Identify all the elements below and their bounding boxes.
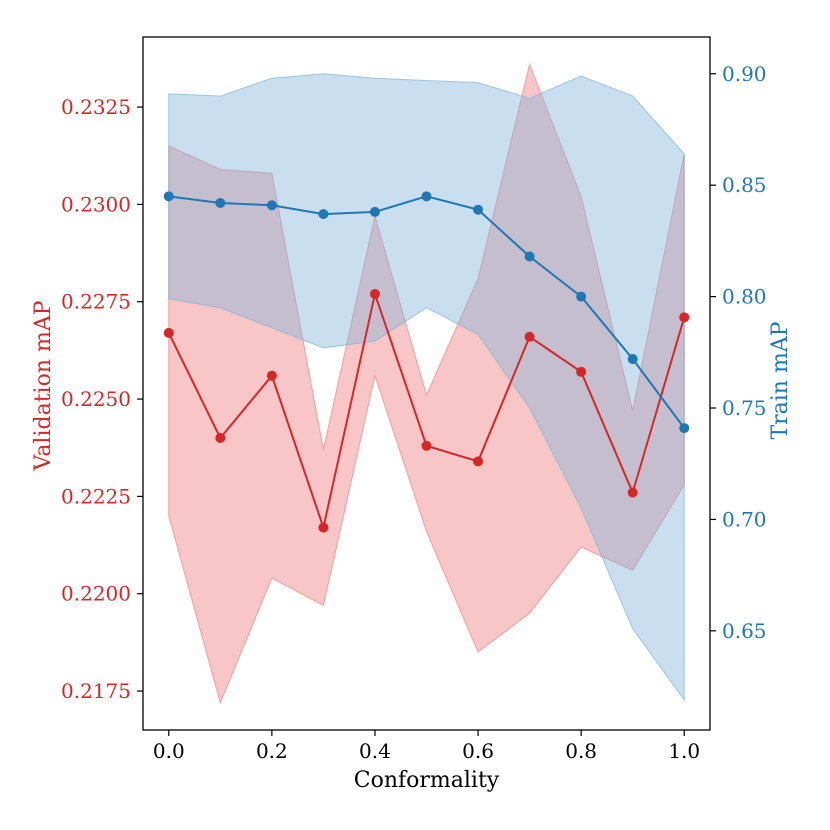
train-map-point [318, 209, 329, 220]
validation-map-point [679, 312, 690, 323]
train-map-point [266, 200, 277, 211]
left-y-axis-label: Validation mAP [31, 300, 56, 471]
train-map-point [421, 191, 432, 202]
validation-map-point [421, 440, 432, 451]
train-map-point [163, 191, 174, 202]
right-y-tick-label: 0.65 [722, 619, 767, 643]
right-y-tick-label: 0.90 [722, 62, 767, 86]
train-map-point [576, 291, 587, 302]
x-tick-label: 0.0 [153, 739, 185, 763]
left-y-tick-label: 0.2175 [61, 679, 131, 703]
train-map-point [215, 198, 226, 209]
train-map-point [369, 206, 380, 217]
validation-map-point [524, 331, 535, 342]
left-y-tick-label: 0.2300 [61, 192, 131, 216]
right-y-tick-label: 0.85 [722, 173, 767, 197]
left-y-tick-label: 0.2200 [61, 582, 131, 606]
validation-map-point [369, 288, 380, 299]
right-y-tick-label: 0.70 [722, 507, 767, 531]
train-map-point [524, 251, 535, 262]
left-y-axis: 0.2175 0.2200 0.2225 0.2250 0.2275 0.2300 0.23… [61, 95, 143, 703]
right-y-axis: 0.65 0.70 0.75 0.80 0.85 0.90 [710, 62, 767, 643]
validation-map-point [473, 456, 484, 467]
confidence-bands [168, 62, 685, 705]
x-tick-label: 0.2 [256, 739, 288, 763]
validation-map-point [318, 522, 329, 533]
x-tick-label: 1.0 [668, 739, 700, 763]
train-map-confidence-band [168, 73, 685, 702]
validation-map-point [627, 487, 638, 498]
right-y-tick-label: 0.80 [722, 285, 767, 309]
validation-map-point [215, 433, 226, 444]
right-y-tick-label: 0.75 [722, 396, 767, 420]
x-tick-label: 0.6 [462, 739, 494, 763]
train-map-point [473, 204, 484, 215]
x-axis-label: Conformality [354, 768, 500, 793]
x-axis: 0.0 0.2 0.4 0.6 0.8 1.0 [153, 730, 700, 763]
left-y-tick-label: 0.2250 [61, 387, 131, 411]
right-y-axis-label: Train mAP [768, 321, 793, 439]
left-y-tick-label: 0.2325 [61, 95, 131, 119]
left-y-tick-label: 0.2225 [61, 484, 131, 508]
plot-frame [142, 36, 711, 731]
validation-map-point [576, 366, 587, 377]
validation-map-point [266, 370, 277, 381]
train-map-point [627, 353, 638, 364]
series-markers [163, 191, 690, 533]
train-map-point [679, 423, 690, 434]
validation-map-point [163, 327, 174, 338]
x-tick-label: 0.8 [565, 739, 597, 763]
left-y-tick-label: 0.2275 [61, 290, 131, 314]
x-tick-label: 0.4 [359, 739, 391, 763]
